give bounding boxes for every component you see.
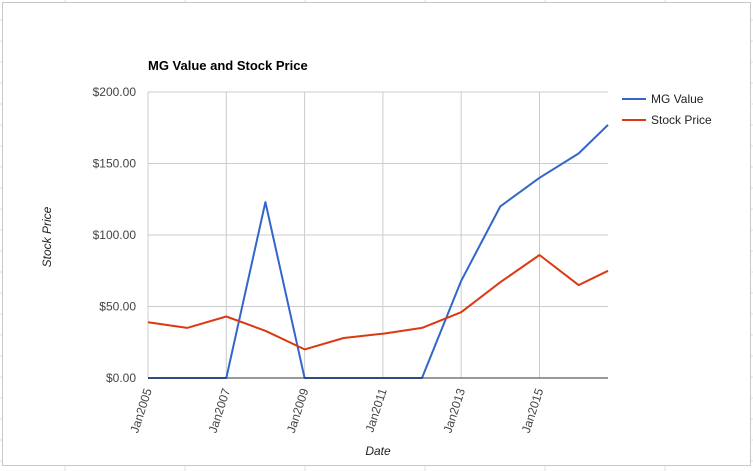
y-tick-label: $50.00 [99, 300, 136, 314]
y-tick-label: $150.00 [93, 157, 137, 171]
y-tick-label: $0.00 [106, 371, 136, 385]
x-axis-title: Date [365, 444, 391, 458]
y-axis-title: Stock Price [40, 206, 54, 267]
legend-label-stock-price: Stock Price [651, 113, 712, 127]
x-tick-label: Jan2007 [206, 386, 234, 434]
y-tick-label: $100.00 [93, 228, 137, 242]
y-tick-label: $200.00 [93, 85, 137, 99]
x-tick-label: Jan2011 [362, 386, 389, 434]
chart-container[interactable]: MG Value and Stock Price $0.00 $50.00 $100… [2, 2, 751, 466]
x-tick-label: Jan2013 [441, 386, 469, 434]
x-axis-ticks: Jan2005 Jan2007 Jan2009 Jan2011 Jan2013 Jan20… [127, 386, 546, 434]
y-axis-ticks: $0.00 $50.00 $100.00 $150.00 $200.00 [93, 85, 137, 385]
grid-lines [147, 91, 608, 378]
x-tick-label: Jan2005 [127, 386, 155, 434]
chart-title: MG Value and Stock Price [148, 58, 308, 73]
legend-label-mg-value: MG Value [651, 92, 704, 106]
x-tick-label: Jan2009 [284, 386, 312, 434]
x-tick-label: Jan2015 [519, 386, 547, 434]
legend: MG Value Stock Price [622, 92, 712, 127]
line-chart: MG Value and Stock Price $0.00 $50.00 $100… [40, 58, 712, 458]
series-line-stock-price[interactable] [147, 254, 609, 351]
